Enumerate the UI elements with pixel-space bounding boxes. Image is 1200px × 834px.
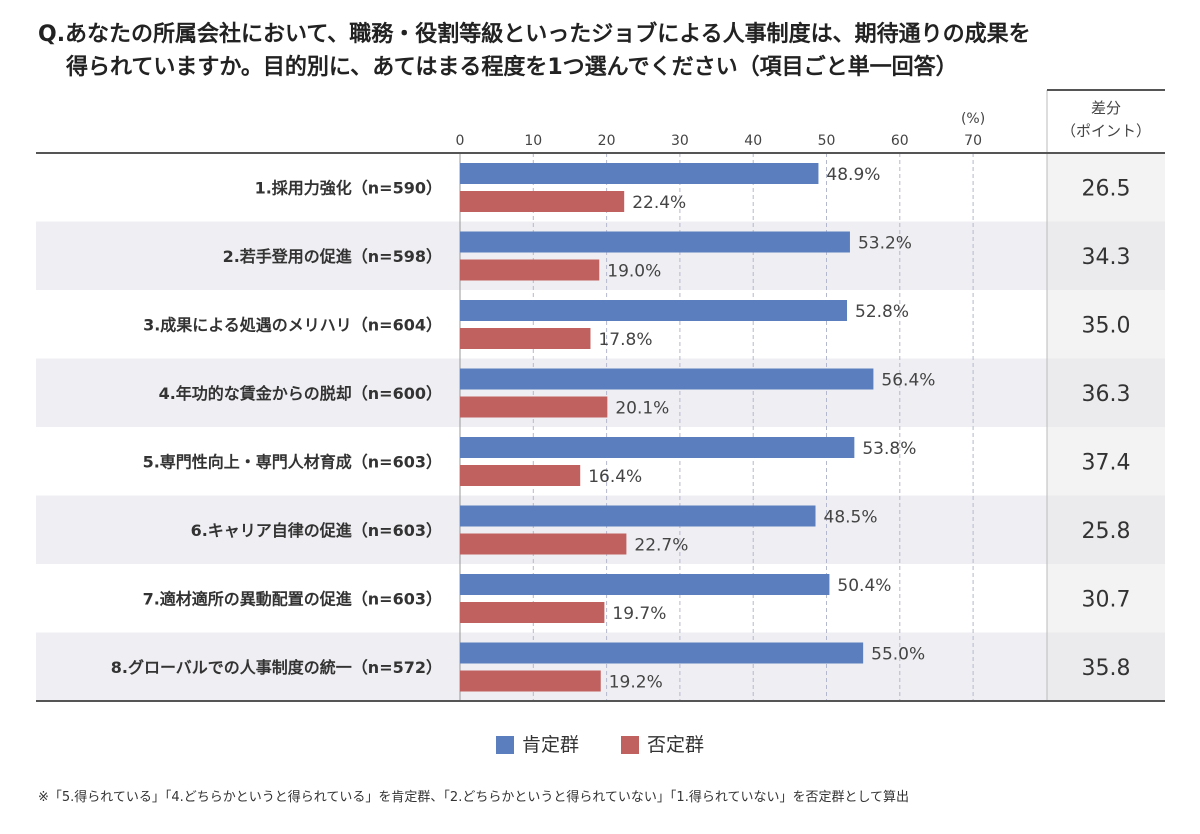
title-line-1: Q.あなたの所属会社において、職務・役割等級といったジョブによる人事制度は、期待…: [38, 22, 1031, 47]
bar-negative: [460, 259, 600, 281]
bar-positive: [460, 642, 864, 664]
data-label-positive: 50.4%: [837, 576, 891, 596]
category-label: 5.専門性向上・専門人材育成（n=603）: [143, 452, 442, 471]
bar-positive: [460, 574, 830, 595]
bar-negative: [460, 396, 608, 418]
x-tick-label: 50: [818, 133, 836, 149]
legend-label-negative: 否定群: [647, 734, 705, 756]
data-label-negative: 20.1%: [615, 399, 669, 419]
bar-negative: [460, 533, 627, 555]
data-label-positive: 53.8%: [862, 439, 916, 459]
category-label: 8.グローバルでの人事制度の統一（n=572）: [111, 658, 442, 677]
x-tick-label: 20: [598, 133, 616, 149]
data-label-negative: 19.7%: [612, 604, 666, 624]
bar-negative: [460, 670, 601, 692]
diff-value: 35.0: [1082, 313, 1131, 338]
category-label: 4.年功的な賃金からの脱却（n=600）: [159, 384, 442, 403]
title-line-2: 得られていますか。目的別に、あてはまる程度を1つ選んでください（項目ごと単一回答…: [66, 55, 958, 80]
data-label-negative: 22.4%: [632, 193, 686, 213]
data-label-positive: 48.9%: [826, 165, 880, 185]
diff-cell-bg: [1047, 221, 1165, 290]
data-label-negative: 19.0%: [607, 262, 661, 282]
x-tick-label: 0: [456, 133, 465, 149]
diff-cell-bg: [1047, 358, 1165, 427]
x-tick-label: 30: [671, 133, 689, 149]
legend-swatch-negative: [621, 736, 640, 754]
x-tick-label: 70: [964, 133, 982, 149]
diff-cell-bg: [1047, 290, 1165, 359]
bar-positive: [460, 231, 850, 253]
bar-negative: [460, 602, 605, 623]
bar-positive: [460, 437, 855, 458]
unit-label: (%): [961, 111, 985, 127]
category-label: 1.採用力強化（n=590）: [255, 178, 442, 197]
diff-cell-bg: [1047, 427, 1165, 496]
data-label-negative: 19.2%: [609, 673, 663, 693]
legend-label-positive: 肯定群: [521, 734, 579, 756]
x-tick-label: 10: [524, 133, 542, 149]
category-label: 2.若手登用の促進（n=598）: [223, 247, 442, 266]
legend: 肯定群 否定群: [0, 730, 1200, 757]
data-label-positive: 48.5%: [824, 508, 878, 528]
bar-positive: [460, 368, 874, 390]
x-tick-label: 40: [744, 133, 762, 149]
bar-negative: [460, 191, 625, 212]
diff-header-label: 差分: [1091, 99, 1121, 117]
data-label-positive: 56.4%: [881, 371, 935, 391]
data-label-negative: 16.4%: [588, 467, 642, 487]
bar-negative: [460, 465, 581, 486]
category-label: 3.成果による処遇のメリハリ（n=604）: [143, 315, 442, 334]
x-tick-label: 60: [891, 133, 909, 149]
diff-value: 36.3: [1082, 382, 1131, 407]
data-label-positive: 53.2%: [858, 234, 912, 254]
bar-positive: [460, 300, 848, 321]
diff-cell-bg: [1047, 632, 1165, 701]
diff-cell-bg: [1047, 495, 1165, 564]
diff-value: 37.4: [1082, 450, 1131, 475]
data-label-positive: 55.0%: [871, 645, 925, 665]
diff-header-unit: （ポイント）: [1061, 122, 1151, 140]
data-label-negative: 22.7%: [634, 536, 688, 556]
legend-item-negative: 否定群: [621, 730, 704, 757]
data-label-positive: 52.8%: [855, 302, 909, 322]
bar-negative: [460, 328, 591, 349]
diff-value: 26.5: [1082, 176, 1131, 201]
bar-positive: [460, 505, 816, 527]
diff-value: 25.8: [1082, 519, 1131, 544]
category-label: 6.キャリア自律の促進（n=603）: [191, 521, 442, 540]
diff-value: 30.7: [1082, 587, 1131, 612]
footnote: ※「5.得られている」「4.どちらかというと得られている」を肯定群、「2.どちら…: [38, 790, 910, 805]
legend-swatch-positive: [495, 736, 514, 754]
bar-positive: [460, 163, 819, 184]
diff-cell-bg: [1047, 153, 1165, 222]
legend-item-positive: 肯定群: [495, 730, 579, 757]
diff-cell-bg: [1047, 564, 1165, 633]
data-label-negative: 17.8%: [598, 330, 652, 350]
diff-value: 34.3: [1082, 245, 1131, 270]
diff-value: 35.8: [1082, 656, 1131, 681]
question-title: Q.あなたの所属会社において、職務・役割等級といったジョブによる人事制度は、期待…: [38, 18, 1168, 84]
category-label: 7.適材適所の異動配置の促進（n=603）: [143, 589, 442, 608]
